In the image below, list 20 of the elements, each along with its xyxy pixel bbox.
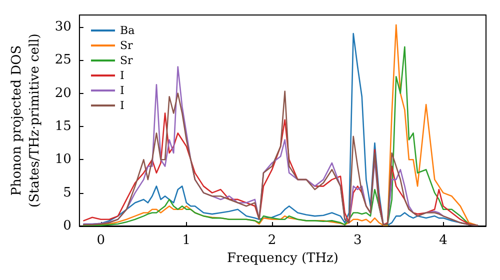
x-tick-label: 3 (353, 233, 362, 248)
legend-label: Sr (120, 39, 134, 52)
y-tick-label: 25 (54, 52, 72, 68)
x-tick-label: 4 (439, 233, 448, 248)
x-axis-title: Frequency (THz) (226, 250, 338, 266)
y-tick-label: 5 (63, 185, 72, 200)
y-tick-label: 20 (54, 86, 72, 101)
y-tick-label: 10 (54, 152, 72, 168)
legend-label: Sr (120, 54, 134, 67)
x-tick-label: 2 (268, 233, 276, 248)
y-tick-label: 0 (63, 218, 72, 234)
x-tick-label: 1 (182, 233, 191, 248)
y-tick-label: 30 (54, 19, 72, 34)
legend-label: I (120, 84, 124, 97)
legend-label: I (120, 99, 124, 112)
y-tick-label: 15 (54, 118, 72, 134)
legend-label: I (120, 69, 124, 82)
y-axis-title: Phonon projected DOS (States/THz·primitive cell) (10, 33, 42, 208)
x-tick-label: 0 (96, 233, 105, 248)
legend-label: Ba (120, 24, 136, 37)
